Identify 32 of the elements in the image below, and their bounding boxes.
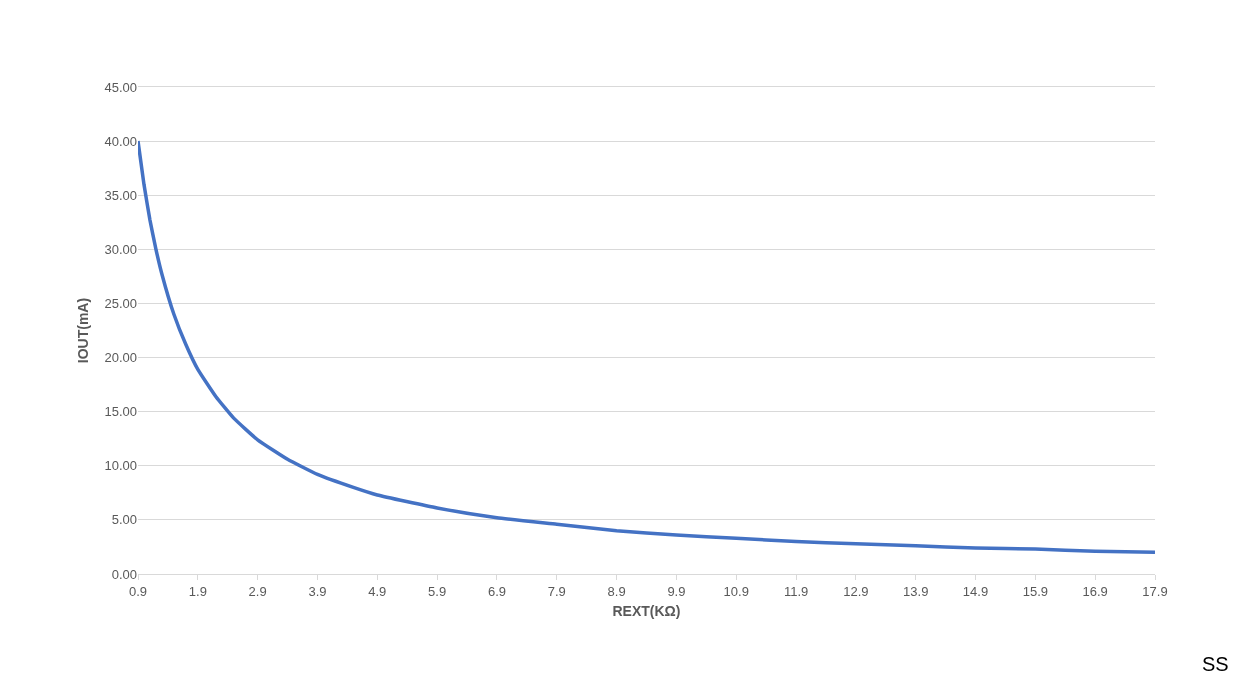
x-tick-label: 10.9 [723, 583, 749, 599]
x-axis-title: REXT(KΩ) [612, 602, 681, 619]
y-tick-label: 15.00 [104, 404, 137, 420]
x-tick-label: 1.9 [188, 583, 207, 599]
x-tick-label: 7.9 [547, 583, 566, 599]
y-tick-label: 20.00 [104, 350, 137, 366]
x-tick-label: 3.9 [308, 583, 327, 599]
y-axis-title: IOUT(mA) [75, 297, 92, 364]
x-tick-label: 17.9 [1142, 583, 1168, 599]
x-tick-label: 14.9 [962, 583, 989, 599]
x-tick-label: 8.9 [607, 583, 626, 599]
x-tick-label: 2.9 [248, 583, 267, 599]
y-tick-label: 30.00 [104, 241, 137, 257]
y-tick-label: 35.00 [104, 187, 137, 203]
y-tick-label: 45.00 [104, 79, 137, 95]
text: SS [1202, 653, 1229, 675]
x-tick-label: 5.9 [428, 583, 447, 599]
y-tick-label: 40.00 [104, 133, 137, 149]
x-tick-label: 11.9 [783, 583, 809, 599]
y-tick-label: 10.00 [104, 458, 137, 474]
x-tick-label: 13.9 [903, 583, 929, 599]
line-series [138, 139, 1155, 555]
x-tick-label: 4.9 [368, 583, 387, 599]
y-tick-label: 25.00 [104, 295, 137, 311]
x-tick-label: 15.9 [1022, 583, 1049, 599]
x-tick-label: 0.9 [128, 583, 148, 599]
x-tick-label: 12.9 [843, 583, 869, 599]
x-tick-label: 9.9 [667, 583, 686, 599]
y-tick-label: 5.00 [111, 512, 137, 528]
y-tick-label: 0.00 [111, 566, 137, 582]
x-tick-label: 6.9 [487, 583, 506, 599]
x-tick-label: 16.9 [1082, 583, 1108, 599]
